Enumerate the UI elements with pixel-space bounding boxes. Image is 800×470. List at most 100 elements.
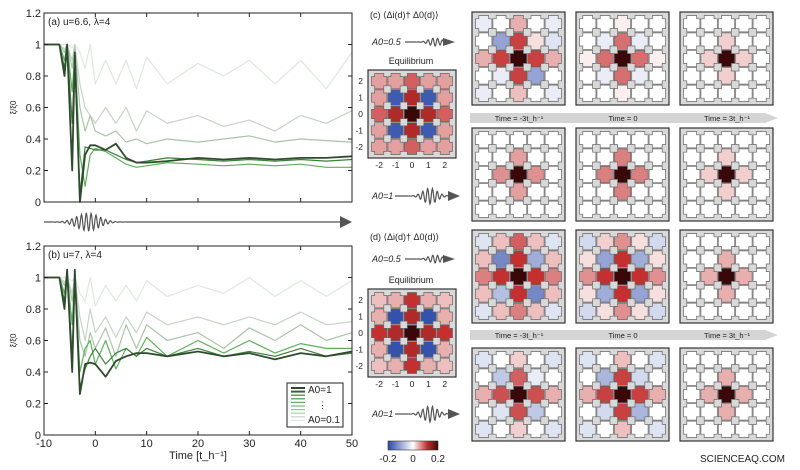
lattice-site: [700, 15, 718, 33]
lattice-site: [475, 131, 493, 149]
lattice-site: [752, 250, 770, 268]
lattice-site: [596, 285, 614, 303]
lattice-site: [648, 250, 666, 268]
time-arrow-bar: [470, 330, 778, 340]
lattice-site: [579, 148, 597, 166]
lattice-site: [613, 67, 632, 85]
y-tick-label: 0.8: [26, 304, 41, 316]
lattice-site: [683, 200, 701, 218]
x-tick-label: 0: [410, 160, 415, 170]
drive-label: A0=0.5: [371, 254, 402, 264]
lattice-site: [613, 200, 632, 218]
x-tick-label: 10: [141, 438, 153, 450]
lattice-site: [371, 105, 388, 123]
lattice-site: [683, 420, 701, 438]
lattice-site: [579, 351, 597, 369]
lattice-site: [475, 32, 493, 50]
series-line-A0-0-1: [44, 276, 353, 307]
lattice-site: [475, 420, 493, 438]
lattice-site: [683, 250, 701, 268]
lattice-site: [683, 32, 701, 50]
lattice-site: [631, 183, 649, 201]
series-line-A0-0-2: [44, 276, 353, 342]
time-label: Time = -3t_h⁻¹: [495, 331, 544, 340]
lattice-site: [717, 200, 736, 218]
lattice-site: [752, 183, 770, 201]
lattice-site: [648, 165, 666, 184]
time-label: Time = 0: [608, 114, 637, 123]
lattice-site: [371, 138, 388, 155]
lattice-site: [475, 148, 493, 166]
lattice-site: [509, 49, 528, 68]
time-label: Time = 3t_h⁻¹: [704, 114, 750, 123]
correlation-map-a0-1-t1: [575, 347, 670, 442]
lattice-site: [752, 165, 770, 184]
lattice-site: [700, 148, 718, 166]
lattice-site: [475, 250, 493, 268]
lattice-site: [700, 285, 718, 303]
lattice-site: [596, 131, 614, 149]
lattice-site: [648, 15, 666, 33]
lattice-site: [509, 267, 528, 286]
lattice-site: [527, 385, 545, 404]
correlation-map-a0-0.5-t0: [471, 11, 566, 106]
lattice-site: [387, 89, 404, 106]
lattice-site: [596, 165, 614, 184]
lattice-site: [492, 148, 510, 166]
lattice-site: [683, 67, 701, 85]
time-label: Time = 3t_h⁻¹: [704, 331, 750, 340]
lattice-site: [631, 84, 649, 102]
lattice-site: [492, 84, 510, 102]
lattice-site: [613, 15, 632, 33]
lattice-site: [403, 324, 421, 342]
lattice-site: [613, 368, 632, 386]
lattice-site: [752, 49, 770, 68]
lattice-site: [613, 131, 632, 149]
lattice-site: [492, 131, 510, 149]
lattice-site: [544, 15, 562, 33]
lattice-site: [509, 148, 528, 166]
lattice-site: [492, 250, 510, 268]
lattice-site: [403, 308, 421, 325]
arrow-head-icon: [443, 255, 455, 263]
lattice-site: [717, 49, 736, 68]
correlation-map-a0-1-t0: [471, 127, 566, 222]
lattice-site: [735, 32, 753, 50]
lattice-site: [544, 200, 562, 218]
y-tick-label: 0.6: [26, 103, 41, 115]
lattice-site: [527, 183, 545, 201]
lattice-site: [648, 403, 666, 421]
lattice-site: [475, 403, 493, 421]
lattice-site: [648, 267, 666, 286]
lattice-site: [509, 183, 528, 201]
time-label: Time = 0: [608, 331, 637, 340]
lattice-site: [527, 131, 545, 149]
lattice-site: [700, 49, 718, 68]
lattice-site: [613, 302, 632, 320]
drive-label: A0=0.5: [371, 37, 402, 47]
lattice-site: [371, 73, 388, 90]
colorbar-mid-label: 0: [410, 454, 416, 465]
lattice-site: [631, 368, 649, 386]
lattice-site: [631, 200, 649, 218]
time-label: Time = -3t_h⁻¹: [495, 114, 544, 123]
x-tick-label: 20: [192, 438, 204, 450]
y-tick-label: -1: [355, 344, 363, 354]
lattice-site: [648, 302, 666, 320]
lattice-site: [700, 183, 718, 201]
lattice-site: [752, 15, 770, 33]
time-arrow: [470, 113, 778, 123]
lattice-site: [752, 420, 770, 438]
lattice-site: [683, 267, 701, 286]
lattice-site: [752, 403, 770, 421]
x-tick-label: 40: [295, 438, 307, 450]
lattice-site: [492, 267, 510, 286]
lattice-site: [648, 32, 666, 50]
lattice-site: [579, 131, 597, 149]
correlation-map-a0-1-t0: [471, 347, 566, 442]
lattice-site: [527, 84, 545, 102]
lattice-site: [717, 165, 736, 184]
lattice-site: [579, 403, 597, 421]
lattice-site: [596, 420, 614, 438]
lattice-site: [544, 368, 562, 386]
